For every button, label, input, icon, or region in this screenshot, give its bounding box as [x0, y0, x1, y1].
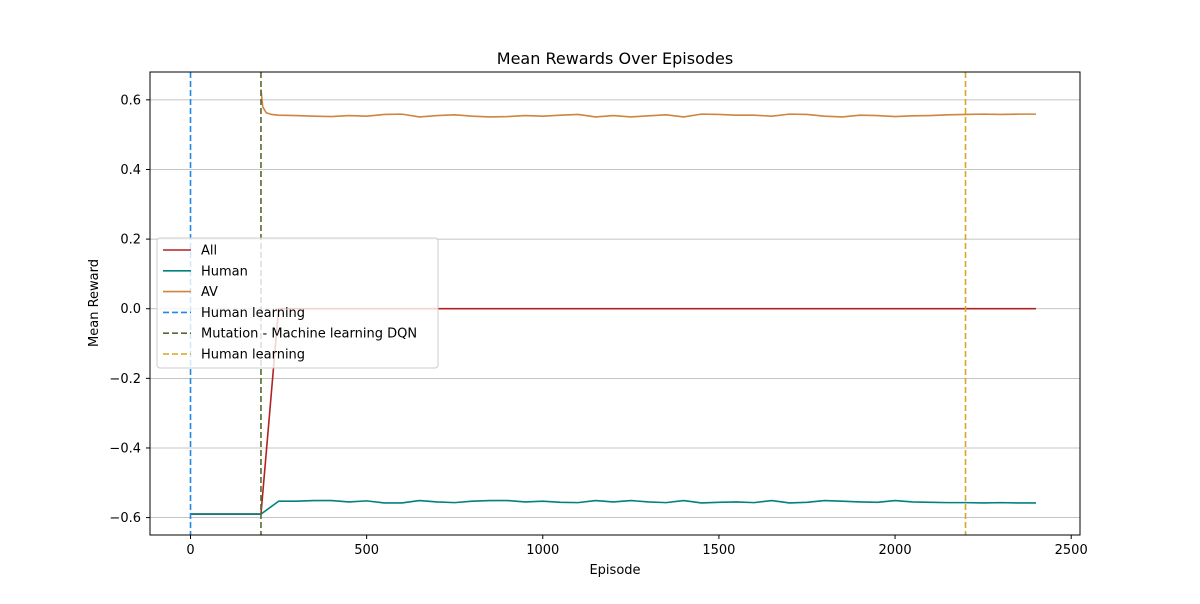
- plot-frame: [149, 71, 1081, 536]
- y-tick-label: −0.2: [109, 372, 141, 387]
- x-tick-label: 0: [186, 543, 194, 558]
- x-tick-label: 1500: [702, 543, 735, 558]
- legend-label: All: [201, 244, 217, 259]
- x-tick-label: 500: [354, 543, 379, 558]
- axis-ticks: −0.6 −0.4 −0.2 0.0 0.2 0.4 0.6 0 500 1000 1500 2000…: [109, 93, 1087, 558]
- x-tick-label: 2500: [1055, 543, 1088, 558]
- legend-label: Human learning: [201, 348, 305, 363]
- legend-label: Mutation - Machine learning DQN: [201, 327, 417, 342]
- x-tick-label: 1000: [526, 543, 559, 558]
- legend-label: AV: [201, 285, 218, 300]
- y-tick-label: 0.2: [120, 233, 141, 248]
- legend-label: Human: [201, 264, 248, 279]
- y-tick-label: −0.4: [109, 441, 141, 456]
- x-tick-label: 2000: [879, 543, 912, 558]
- x-axis-label: Episode: [589, 563, 640, 578]
- legend-box: [156, 237, 439, 369]
- y-tick-label: 0.0: [120, 302, 141, 317]
- y-tick-label: 0.6: [120, 93, 141, 108]
- legend: All Human AV Human learning Mutation - Machi…: [156, 237, 439, 369]
- legend-label: Human learning: [201, 306, 305, 321]
- series-line-human: [190, 499, 1036, 515]
- chart-title: Mean Rewards Over Episodes: [497, 49, 733, 68]
- y-tick-label: 0.4: [120, 163, 141, 178]
- vertical-markers: [189, 72, 967, 535]
- series-line-av: [260, 89, 1036, 118]
- y-tick-label: −0.6: [109, 511, 141, 526]
- y-axis-label: Mean Reward: [87, 259, 102, 347]
